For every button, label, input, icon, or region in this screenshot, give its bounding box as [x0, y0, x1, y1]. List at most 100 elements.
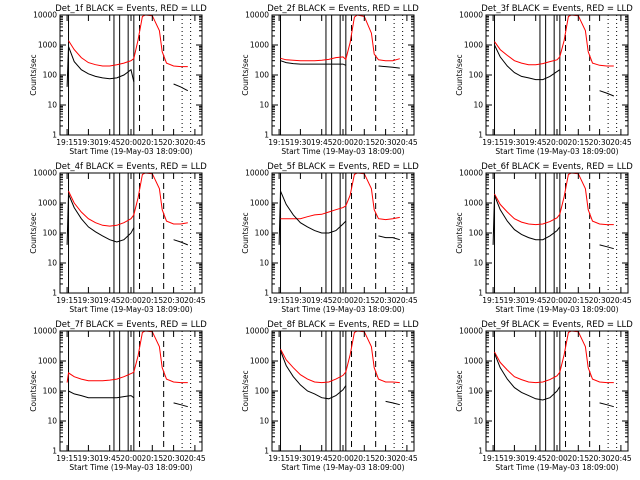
x-tick-label: 19:15 [268, 138, 290, 147]
series-events-line [278, 190, 400, 245]
x-tick-label: 19:45 [525, 138, 547, 147]
x-tick-label: 20:15 [353, 454, 375, 463]
x-tick-label: 19:45 [99, 296, 121, 305]
x-tick-label: 19:45 [525, 454, 547, 463]
y-tick-label: 1000 [38, 41, 57, 50]
x-tick-label: 20:00 [332, 454, 354, 463]
x-tick-label: 20:45 [184, 138, 206, 147]
panel-title: Det_7f BLACK = Events, RED = LLD [55, 320, 207, 330]
x-tick-label: 20:30 [163, 296, 185, 305]
panel-title: Det_6f BLACK = Events, RED = LLD [481, 162, 633, 172]
plot-frame [271, 330, 415, 452]
y-tick-label: 10000 [245, 169, 269, 178]
series-lld-line [68, 14, 188, 68]
y-tick-label: 1000 [250, 357, 269, 366]
plot-frame [485, 172, 629, 294]
y-tick-label: 100 [43, 229, 58, 238]
x-tick-label: 20:45 [610, 296, 632, 305]
x-tick-label: 20:30 [589, 296, 611, 305]
x-tick-label: 19:15 [268, 454, 290, 463]
x-tick-label: 20:15 [141, 296, 163, 305]
y-tick-label: 100 [255, 71, 270, 80]
x-tick-label: 19:15 [56, 296, 78, 305]
x-tick-label: 20:15 [567, 454, 589, 463]
y-tick-label: 10 [259, 259, 269, 268]
series-lld-line [494, 14, 614, 67]
x-tick-label: 20:00 [332, 296, 354, 305]
panel-3: Det_3f BLACK = Events, RED = LLD 1 10 100 10… [455, 4, 633, 156]
x-tick-label: 20:45 [610, 454, 632, 463]
y-tick-label: 10000 [459, 11, 483, 20]
x-tick-label: 19:15 [56, 454, 78, 463]
x-tick-label: 20:30 [375, 454, 397, 463]
y-axis-label: Counts/sec [455, 212, 464, 253]
series-lld-line [494, 172, 614, 226]
y-axis-label: Counts/sec [455, 370, 464, 411]
y-tick-label: 1000 [464, 41, 483, 50]
plot-frame [59, 14, 203, 136]
panel-4: Det_4f BLACK = Events, RED = LLD 1 10 100 10… [29, 162, 207, 314]
x-tick-label: 20:15 [141, 138, 163, 147]
x-tick-label: 20:15 [567, 296, 589, 305]
x-tick-label: 20:15 [353, 296, 375, 305]
x-tick-label: 19:45 [311, 296, 333, 305]
panel-9: Det_9f BLACK = Events, RED = LLD 1 10 100 10… [455, 320, 633, 472]
y-tick-label: 10 [47, 259, 57, 268]
y-tick-label: 1000 [464, 357, 483, 366]
x-axis-label: Start Time (19-May-03 18:09:00) [281, 305, 404, 314]
y-axis-label: Counts/sec [29, 54, 38, 95]
panel-title: Det_2f BLACK = Events, RED = LLD [267, 4, 419, 14]
series-events-line [280, 350, 400, 406]
y-axis-label: Counts/sec [241, 212, 250, 253]
x-tick-label: 20:30 [375, 296, 397, 305]
x-tick-label: 19:30 [290, 454, 312, 463]
x-tick-label: 19:30 [78, 296, 100, 305]
y-tick-label: 10000 [245, 327, 269, 336]
y-tick-label: 100 [469, 229, 484, 238]
x-tick-label: 20:00 [546, 296, 568, 305]
y-tick-label: 1 [478, 131, 483, 140]
x-tick-label: 19:45 [525, 296, 547, 305]
x-tick-label: 20:45 [396, 454, 418, 463]
x-tick-label: 20:45 [610, 138, 632, 147]
x-tick-label: 19:45 [99, 454, 121, 463]
plot-frame [485, 14, 629, 136]
x-tick-label: 20:15 [141, 454, 163, 463]
y-tick-label: 1000 [250, 199, 269, 208]
y-tick-label: 10000 [33, 169, 57, 178]
x-tick-label: 20:15 [567, 138, 589, 147]
x-tick-label: 19:30 [504, 138, 526, 147]
y-tick-label: 10 [259, 417, 269, 426]
panel-title: Det_5f BLACK = Events, RED = LLD [267, 162, 419, 172]
y-tick-label: 1 [264, 289, 269, 298]
x-tick-label: 20:30 [163, 454, 185, 463]
y-tick-label: 1000 [464, 199, 483, 208]
x-axis-label: Start Time (19-May-03 18:09:00) [69, 463, 192, 472]
y-tick-label: 1 [264, 447, 269, 456]
x-tick-label: 19:45 [311, 138, 333, 147]
y-tick-label: 10000 [459, 169, 483, 178]
panel-6: Det_6f BLACK = Events, RED = LLD 1 10 100 10… [455, 162, 633, 314]
x-tick-label: 19:15 [482, 138, 504, 147]
y-tick-label: 1 [52, 131, 57, 140]
x-axis-label: Start Time (19-May-03 18:09:00) [69, 305, 192, 314]
y-tick-label: 1000 [38, 199, 57, 208]
plot-frame [59, 330, 203, 452]
series-lld-line [494, 330, 614, 384]
series-events-line [66, 193, 188, 246]
x-tick-label: 20:30 [163, 138, 185, 147]
panel-5: Det_5f BLACK = Events, RED = LLD 1 10 100 10… [241, 162, 419, 314]
y-tick-label: 1000 [250, 41, 269, 50]
x-tick-label: 19:30 [504, 454, 526, 463]
x-axis-label: Start Time (19-May-03 18:09:00) [281, 147, 404, 156]
x-tick-label: 19:15 [268, 296, 290, 305]
x-tick-label: 20:45 [184, 296, 206, 305]
panel-title: Det_3f BLACK = Events, RED = LLD [481, 4, 633, 14]
x-tick-label: 20:45 [396, 296, 418, 305]
y-tick-label: 10000 [33, 327, 57, 336]
y-tick-label: 10 [473, 259, 483, 268]
x-axis-label: Start Time (19-May-03 18:09:00) [281, 463, 404, 472]
panel-2: Det_2f BLACK = Events, RED = LLD 1 10 100 10… [241, 4, 419, 156]
y-tick-label: 100 [43, 71, 58, 80]
y-axis-label: Counts/sec [29, 370, 38, 411]
